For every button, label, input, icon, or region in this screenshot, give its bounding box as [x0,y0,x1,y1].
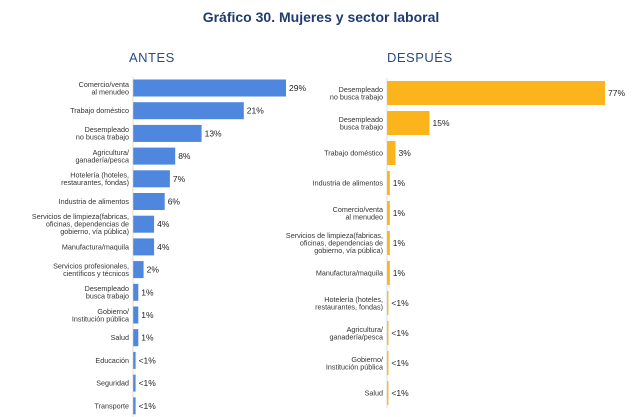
antes-category-label: Servicios de limpieza(fabricas, oficinas,… [32,212,129,236]
despues-category-label: Gobierno/Institución pública [326,355,383,372]
antes-bar [133,147,176,165]
despues-category-label: Desempleado busca trabajo [339,115,383,132]
antes-value-label: 4% [157,219,170,229]
antes-value-label: 4% [157,242,170,252]
panel-title-despues: DESPUÉS [387,50,453,65]
antes-value-label: <1% [139,355,157,365]
despues-bar [387,291,389,315]
antes-category-label: Desempleado busca trabajo [85,284,129,301]
antes-bar [133,306,139,324]
despues-value-label: <1% [391,358,409,368]
chart-despues: 77% Desempleado no busca trabajo 15% Desempl… [286,78,625,408]
despues-category-label: Agricultura/ganadería/pesca [329,325,383,342]
antes-bar [133,397,136,415]
antes-bar [133,124,202,142]
despues-bar [387,201,390,225]
antes-bar [133,351,136,369]
despues-bar [387,171,390,195]
antes-category-label: Servicios profesionales, científicos y té… [53,261,129,278]
antes-bar [133,193,165,210]
antes-category-label: Hotelería (hoteles, restaurantes, fondas) [61,171,129,188]
antes-value-label: 21% [247,106,264,116]
antes-value-label: 6% [168,197,181,207]
despues-bar [387,261,390,285]
antes-value-label: 1% [141,287,154,297]
antes-bar [133,374,136,392]
despues-bar [387,381,389,405]
antes-category-label: Educación [95,356,129,365]
antes-value-label: <1% [139,378,157,388]
antes-value-label: 13% [205,128,222,138]
antes-category-label: Manufactura/maquila [62,242,129,251]
antes-value-label: 1% [141,310,154,320]
despues-bar [387,81,605,105]
antes-bar [133,329,139,347]
despues-value-label: 1% [393,178,406,188]
despues-bar [387,321,389,345]
despues-category-label: Industria de alimentos [313,179,384,188]
antes-value-label: 29% [289,83,306,93]
antes-bar [133,238,155,256]
chart-antes: 29% Comercio/venta al menudeo 21% Trabajo do… [32,76,306,417]
despues-value-label: <1% [391,328,409,338]
antes-category-label: Trabajo doméstico [70,106,129,115]
despues-value-label: 1% [393,238,406,248]
despues-category-label: Hotelería (hoteles, restaurantes, fondas) [315,295,383,312]
despues-value-label: 3% [399,148,412,158]
antes-category-label: Agricultura/ganadería/pesca [75,148,129,165]
despues-category-label: Desempleado no busca trabajo [330,85,383,102]
despues-bar [387,141,396,165]
antes-value-label: 2% [147,265,160,275]
antes-value-label: 1% [141,333,154,343]
panel-title-antes: ANTES [129,50,175,65]
despues-value-label: 1% [393,268,406,278]
despues-value-label: 1% [393,208,406,218]
despues-category-label: Trabajo doméstico [324,149,383,158]
chart-title: Gráfico 30. Mujeres y sector laboral [202,9,440,25]
antes-category-label: Comercio/venta al menudeo [79,80,129,97]
antes-bar [133,261,144,279]
despues-value-label: 77% [608,88,625,98]
antes-category-label: Gobierno/Institución pública [72,307,129,324]
antes-category-label: Transporte [95,401,130,410]
antes-bar [133,215,155,233]
despues-value-label: <1% [391,298,409,308]
despues-value-label: <1% [391,388,409,398]
despues-value-label: 15% [433,118,450,128]
antes-category-label: Salud [111,333,129,342]
antes-value-label: 8% [178,151,191,161]
antes-value-label: <1% [139,401,157,411]
despues-category-label: Comercio/venta al menudeo [333,205,383,222]
antes-category-label: Seguridad [96,379,129,388]
despues-bar [387,231,390,255]
despues-bar [387,111,430,135]
antes-bar [133,102,244,120]
antes-bar [133,79,286,97]
antes-category-label: Industria de alimentos [59,197,130,206]
despues-bar [387,351,389,375]
antes-value-label: 7% [173,174,186,184]
antes-bar [133,170,170,188]
despues-category-label: Servicios de limpieza(fabricas, oficinas,… [286,231,383,255]
antes-category-label: Desempleado no busca trabajo [76,125,129,142]
despues-category-label: Manufactura/maquila [316,269,383,278]
antes-bar [133,283,139,301]
despues-category-label: Salud [365,389,383,398]
